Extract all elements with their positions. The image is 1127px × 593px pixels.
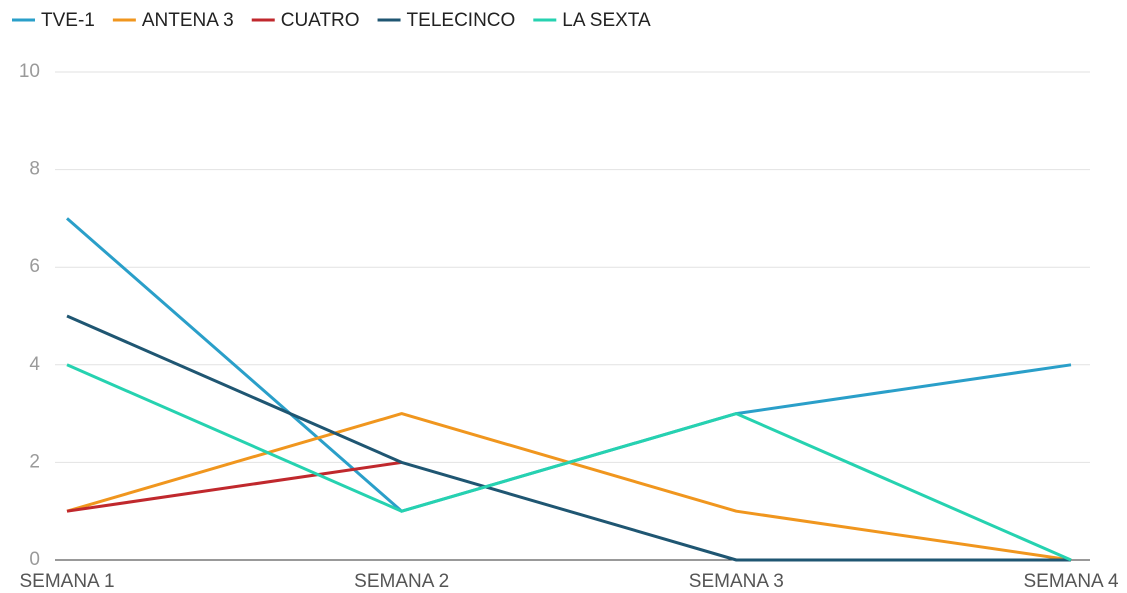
x-tick-label: SEMANA 2 <box>354 571 449 592</box>
legend-label: LA SEXTA <box>562 10 651 31</box>
legend-label: ANTENA 3 <box>142 10 234 31</box>
y-tick-label: 4 <box>29 354 40 375</box>
series-line <box>66 363 1072 562</box>
y-tick-label: 10 <box>19 61 40 82</box>
y-tick-label: 2 <box>29 451 40 472</box>
y-tick-label: 0 <box>29 549 40 570</box>
series-line <box>66 314 1071 562</box>
legend-label: CUATRO <box>281 10 360 31</box>
x-tick-label: SEMANA 4 <box>1023 571 1118 592</box>
x-tick-label: SEMANA 3 <box>689 571 784 592</box>
series-line <box>66 412 1072 562</box>
legend-label: TELECINCO <box>407 10 516 31</box>
y-tick-label: 6 <box>29 256 40 277</box>
x-tick-label: SEMANA 1 <box>19 571 114 592</box>
y-tick-label: 8 <box>29 159 40 180</box>
series-line <box>66 460 402 513</box>
legend-label: TVE-1 <box>41 10 95 31</box>
